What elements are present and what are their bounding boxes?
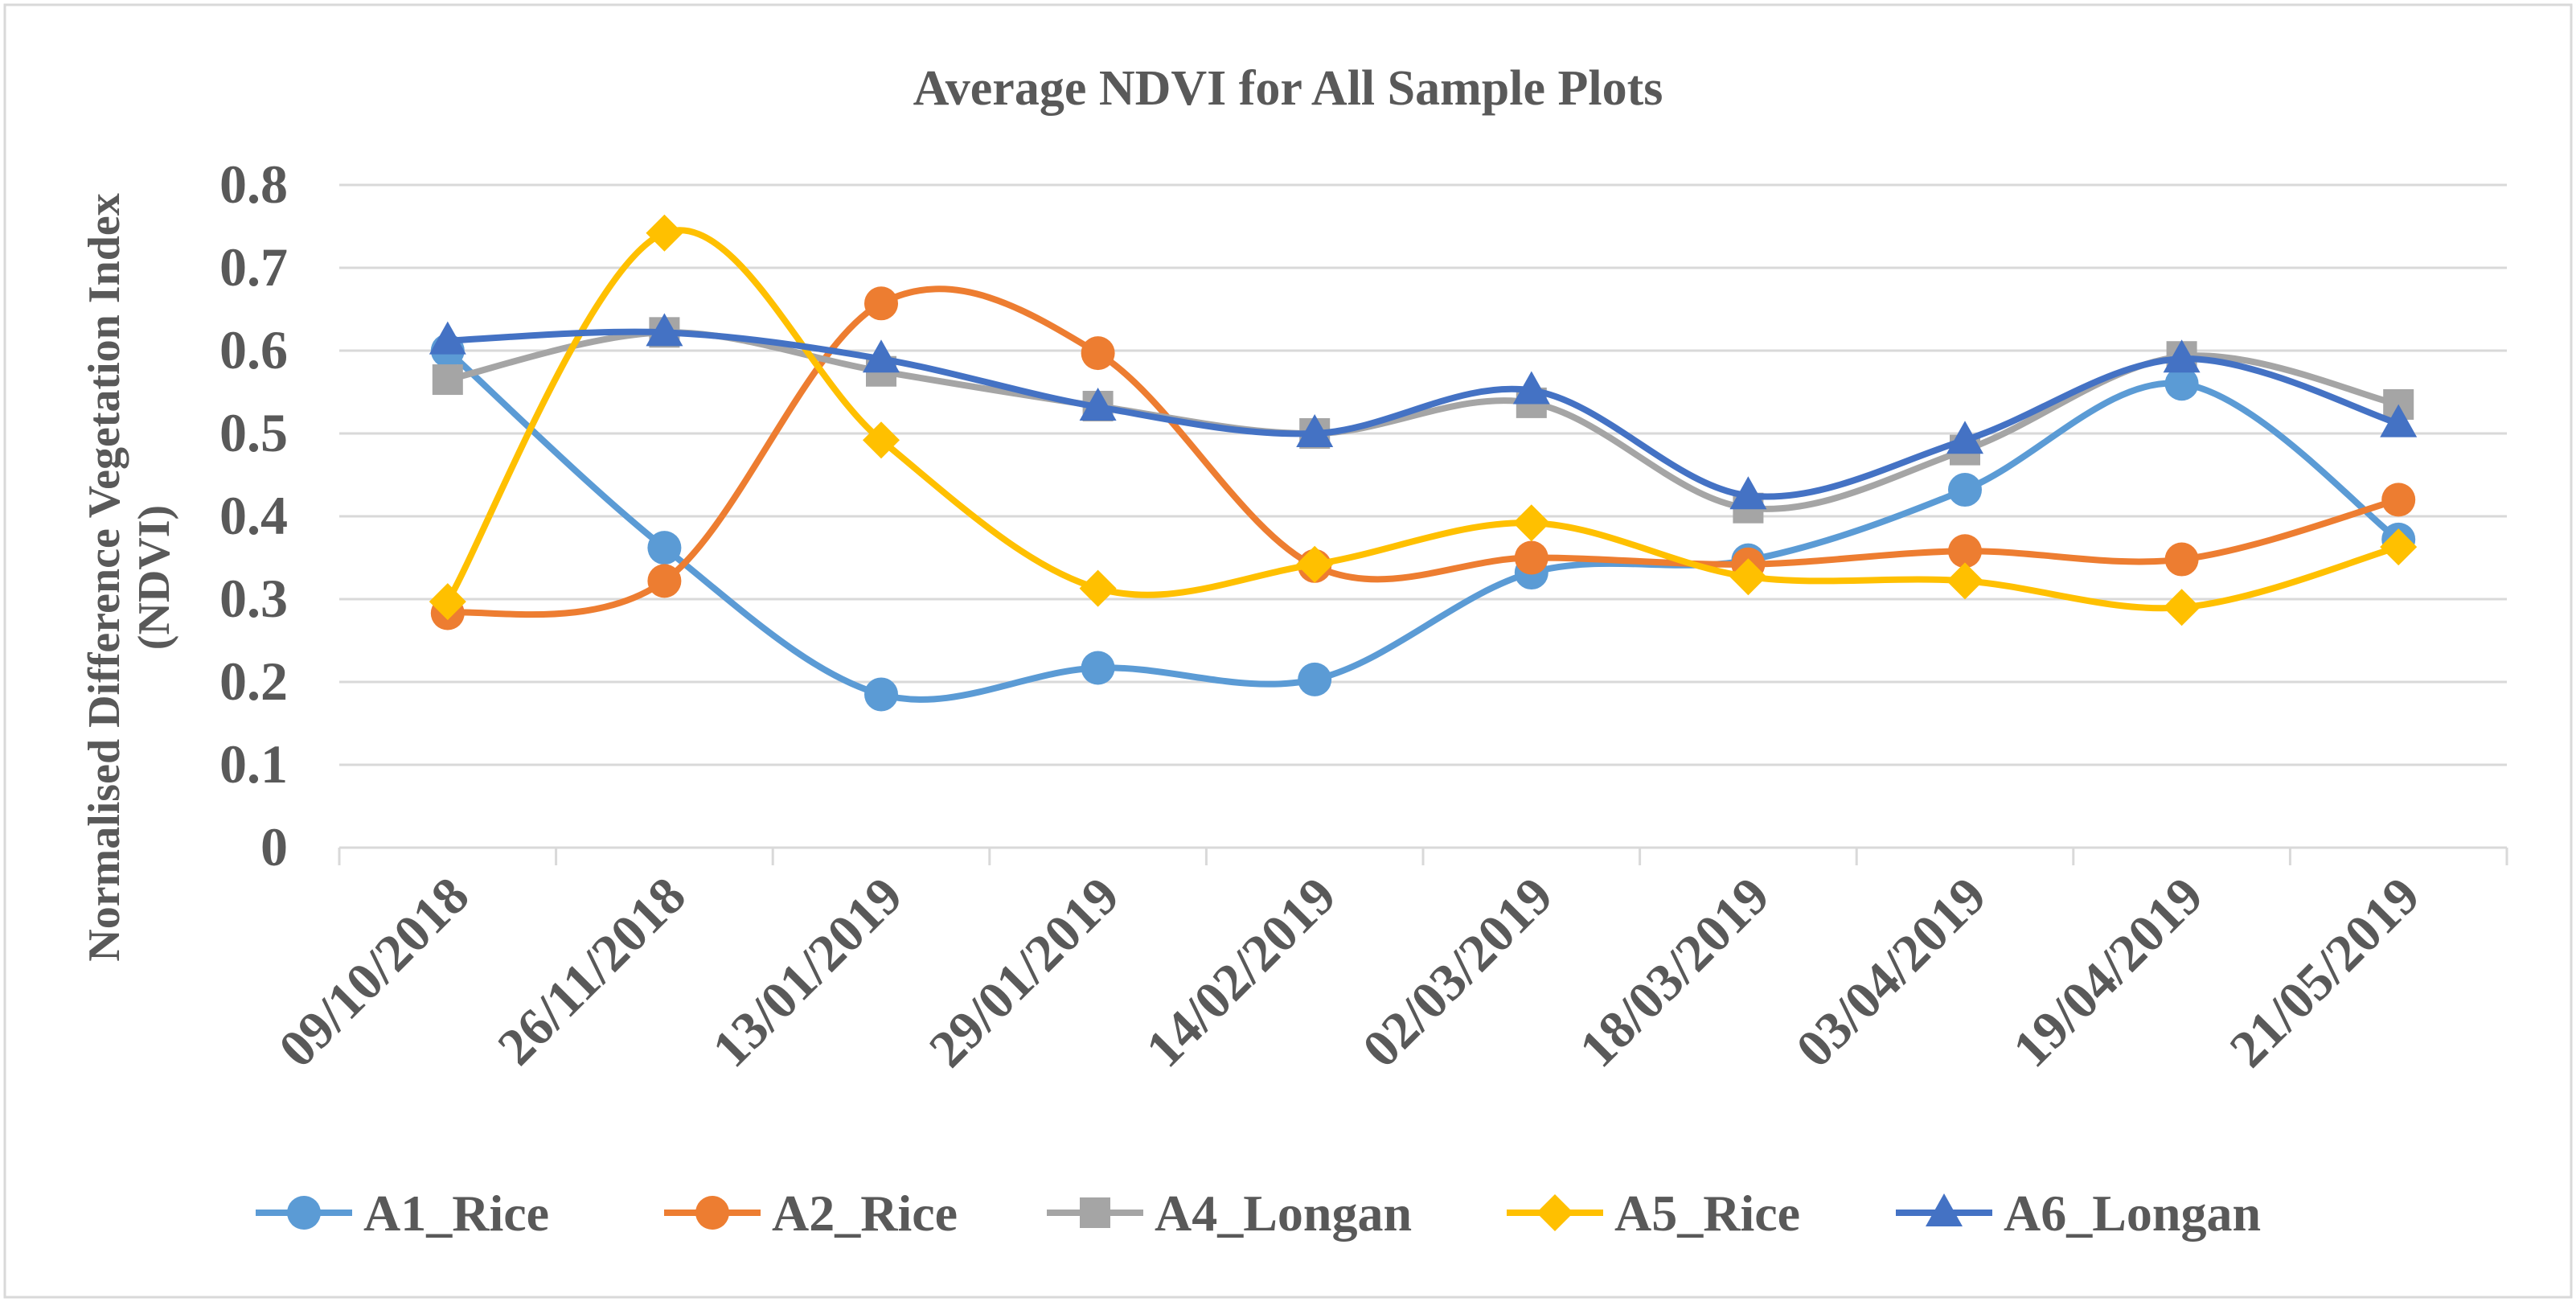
legend-marker — [1926, 1193, 1963, 1226]
data-point — [1298, 662, 1332, 696]
series-line — [444, 328, 2402, 500]
legend-marker — [1080, 1197, 1110, 1228]
y-tick-label: 0.7 — [219, 236, 288, 298]
series-a5-rice — [429, 214, 2418, 626]
data-point — [1079, 388, 1117, 421]
data-point — [864, 677, 898, 712]
legend-marker — [287, 1196, 321, 1230]
legend-label: A2_Rice — [772, 1185, 958, 1242]
data-point — [1296, 414, 1334, 447]
series-a2-rice — [430, 285, 2416, 630]
data-point — [2164, 367, 2199, 401]
series-lines — [429, 214, 2418, 712]
series-line — [444, 347, 2402, 703]
data-point — [863, 421, 900, 459]
data-point — [1946, 421, 1983, 454]
gridlines — [339, 183, 2507, 766]
data-point — [429, 583, 466, 621]
data-point — [2164, 542, 2199, 577]
data-point — [2380, 528, 2418, 566]
legend-label: A4_Longan — [1155, 1185, 1412, 1242]
legend-item: A2_Rice — [664, 1185, 958, 1242]
data-point — [1514, 540, 1548, 575]
data-point — [1948, 473, 1982, 507]
series-a6-longan — [429, 313, 2418, 510]
y-tick-label: 0.6 — [219, 319, 288, 380]
data-point — [646, 214, 683, 252]
legend-label: A5_Rice — [1614, 1185, 1800, 1242]
data-point — [863, 339, 900, 373]
data-point — [1729, 476, 1767, 510]
data-point — [2381, 483, 2416, 517]
data-point — [1948, 534, 1982, 569]
data-point — [1729, 558, 1767, 596]
data-point — [1296, 545, 1334, 583]
data-point — [1079, 569, 1117, 607]
data-point — [429, 321, 466, 355]
data-point — [1512, 504, 1550, 542]
data-point — [864, 286, 898, 321]
data-point — [2163, 339, 2201, 373]
chart-title: Average NDVI for All Sample Plots — [913, 61, 1663, 116]
series-line — [444, 329, 2402, 512]
data-point — [1946, 562, 1983, 600]
y-tick-label: 0.1 — [219, 733, 288, 795]
legend-item: A5_Rice — [1507, 1185, 1800, 1242]
chart-border — [3, 3, 2573, 1299]
data-point — [1081, 651, 1115, 685]
y-tick-label: 0.8 — [219, 154, 288, 215]
y-tick-label: 0.4 — [219, 485, 288, 546]
series-line — [444, 285, 2402, 618]
data-point — [432, 364, 463, 396]
x-axis — [338, 846, 2508, 865]
legend-label: A6_Longan — [2004, 1185, 2261, 1242]
legend: A1_Rice A2_Rice A4_Longan A5_Rice A6_Longan — [256, 1185, 2261, 1242]
y-axis-label-line-2: (NDVI) — [129, 505, 179, 650]
legend-marker — [695, 1196, 729, 1230]
data-point — [2380, 404, 2418, 437]
data-point — [647, 531, 682, 565]
y-tick-label: 0.3 — [219, 568, 288, 629]
data-point — [647, 564, 682, 598]
legend-item: A6_Longan — [1896, 1185, 2261, 1242]
data-point — [1081, 336, 1115, 371]
legend-item: A4_Longan — [1047, 1185, 1412, 1242]
y-axis-label-line-1: Normalised Difference Vegetation Index — [80, 193, 129, 962]
y-tick-label: 0 — [260, 816, 288, 877]
data-point — [1512, 371, 1550, 405]
legend-item: A1_Rice — [256, 1185, 549, 1242]
legend-marker — [1536, 1194, 1573, 1231]
data-point — [2163, 589, 2201, 626]
y-tick-label: 0.2 — [219, 651, 288, 712]
y-axis-ticks: 0 0.1 0.2 0.3 0.4 0.5 0.6 0.7 0.8 — [219, 154, 288, 877]
data-point — [646, 313, 683, 347]
y-tick-label: 0.5 — [219, 402, 288, 463]
series-line — [444, 227, 2402, 612]
legend-label: A1_Rice — [363, 1185, 549, 1242]
